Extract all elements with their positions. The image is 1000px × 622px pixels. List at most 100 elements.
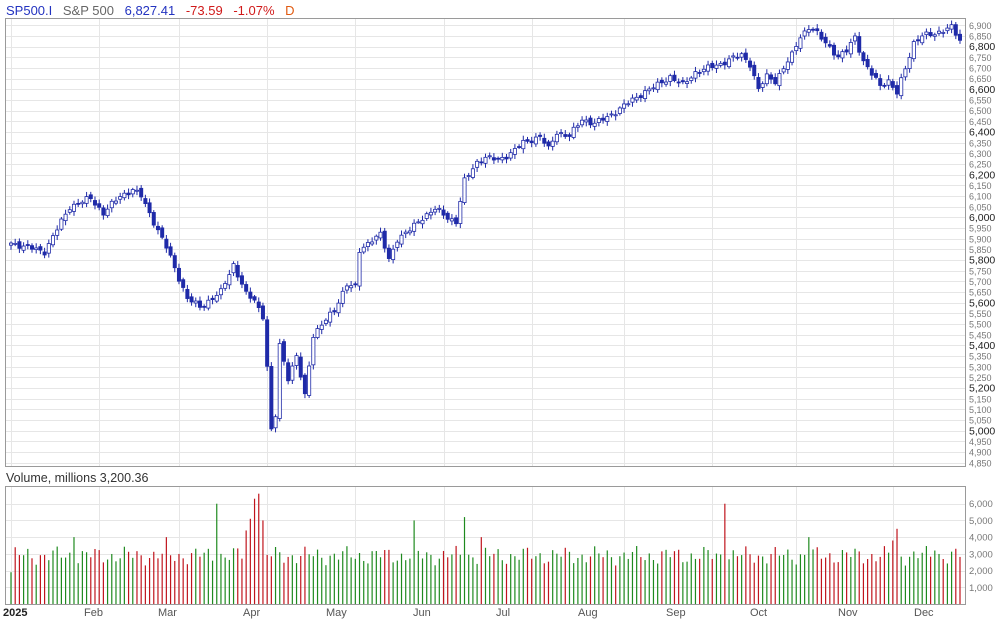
candle-body	[256, 301, 261, 308]
candle-body	[853, 35, 858, 42]
candle-body	[622, 103, 627, 109]
time-tick-label: Sep	[666, 607, 686, 619]
candle-body	[491, 157, 496, 161]
candle-body	[685, 81, 690, 84]
candle-body	[403, 231, 408, 235]
candle-body	[735, 56, 740, 59]
candle-body	[596, 118, 601, 123]
candle-body	[193, 300, 198, 304]
time-tick-label: Jul	[496, 607, 510, 619]
price-tick-label: 5,650	[969, 288, 992, 298]
price-tick-label: 6,650	[969, 74, 992, 84]
candle-body	[630, 97, 635, 103]
candle-body	[601, 117, 606, 121]
candle-body	[189, 296, 194, 303]
candle-body	[231, 263, 236, 274]
price-tick-label: 6,200	[969, 169, 995, 181]
candle-body	[185, 289, 190, 299]
candle-body	[294, 355, 299, 366]
interval-label[interactable]: D	[285, 3, 295, 18]
candle-body	[63, 213, 68, 222]
candle-body	[945, 27, 950, 32]
candle-body	[319, 324, 324, 330]
candle-body	[609, 113, 614, 116]
candle-body	[302, 374, 307, 395]
price-tick-label: 6,750	[969, 53, 992, 63]
candle-body	[819, 31, 824, 40]
candle-body	[265, 319, 270, 367]
candle-body	[941, 31, 946, 34]
price-tick-label: 5,850	[969, 245, 992, 255]
candle-body	[748, 60, 753, 68]
candle-body	[97, 203, 102, 208]
candle-body	[340, 290, 345, 304]
price-tick-label: 5,700	[969, 277, 992, 287]
candle-body	[269, 366, 274, 430]
price-tick-label: 5,950	[969, 224, 992, 234]
price-tick-label: 5,100	[969, 405, 992, 415]
time-tick-label: Apr	[243, 607, 260, 619]
candle-body	[676, 81, 681, 84]
candle-body	[122, 192, 127, 199]
price-tick-label: 6,250	[969, 160, 992, 170]
candle-body	[55, 229, 60, 236]
candle-body	[718, 62, 723, 66]
candle-body	[743, 52, 748, 60]
time-tick-label: May	[326, 607, 347, 619]
volume-panel-border	[5, 486, 966, 605]
candle-body	[806, 29, 811, 33]
candle-body	[202, 305, 207, 308]
candle-body	[466, 175, 471, 177]
candle-body	[857, 36, 862, 53]
candle-body	[538, 134, 543, 137]
candle-body	[924, 31, 929, 36]
candle-body	[8, 242, 13, 246]
candle-body	[181, 279, 186, 288]
candle-body	[416, 221, 421, 224]
candle-body	[769, 74, 774, 80]
candle-body	[739, 53, 744, 58]
candle-body	[836, 54, 841, 58]
price-panel-border	[5, 18, 966, 467]
candle-body	[454, 217, 459, 225]
volume-tick-label: 6,000	[969, 499, 993, 510]
candle-body	[626, 103, 631, 106]
price-tick-label: 6,400	[969, 127, 995, 139]
candle-body	[710, 62, 715, 69]
candle-body	[882, 84, 887, 87]
candle-body	[680, 80, 685, 83]
price-tick-label: 5,750	[969, 266, 992, 276]
candle-body	[386, 247, 391, 259]
candle-body	[895, 85, 900, 95]
candle-body	[512, 148, 517, 155]
candle-body	[756, 77, 761, 89]
candle-body	[391, 248, 396, 260]
candle-body	[958, 33, 963, 41]
candle-body	[479, 161, 484, 164]
candle-body	[38, 246, 43, 251]
candle-body	[29, 245, 34, 250]
candle-body	[328, 311, 333, 323]
candle-body	[903, 68, 908, 78]
candle-body	[239, 275, 244, 285]
candle-body	[874, 73, 879, 78]
candle-body	[521, 139, 526, 150]
candle-body	[336, 302, 341, 314]
candle-body	[365, 242, 370, 247]
candle-body	[433, 208, 438, 213]
candle-body	[420, 219, 425, 225]
price-tick-label: 5,350	[969, 352, 992, 362]
candle-body	[344, 285, 349, 291]
candle-body	[218, 288, 223, 296]
time-tick-label: Mar	[158, 607, 177, 619]
candle-body	[920, 35, 925, 44]
candle-body	[790, 51, 795, 63]
candle-body	[668, 75, 673, 82]
candle-body	[286, 362, 291, 382]
candle-body	[281, 341, 286, 362]
candle-body	[130, 189, 135, 195]
symbol-label[interactable]: SP500.I	[6, 3, 53, 18]
candle-body	[554, 133, 559, 143]
candle-body	[693, 71, 698, 79]
